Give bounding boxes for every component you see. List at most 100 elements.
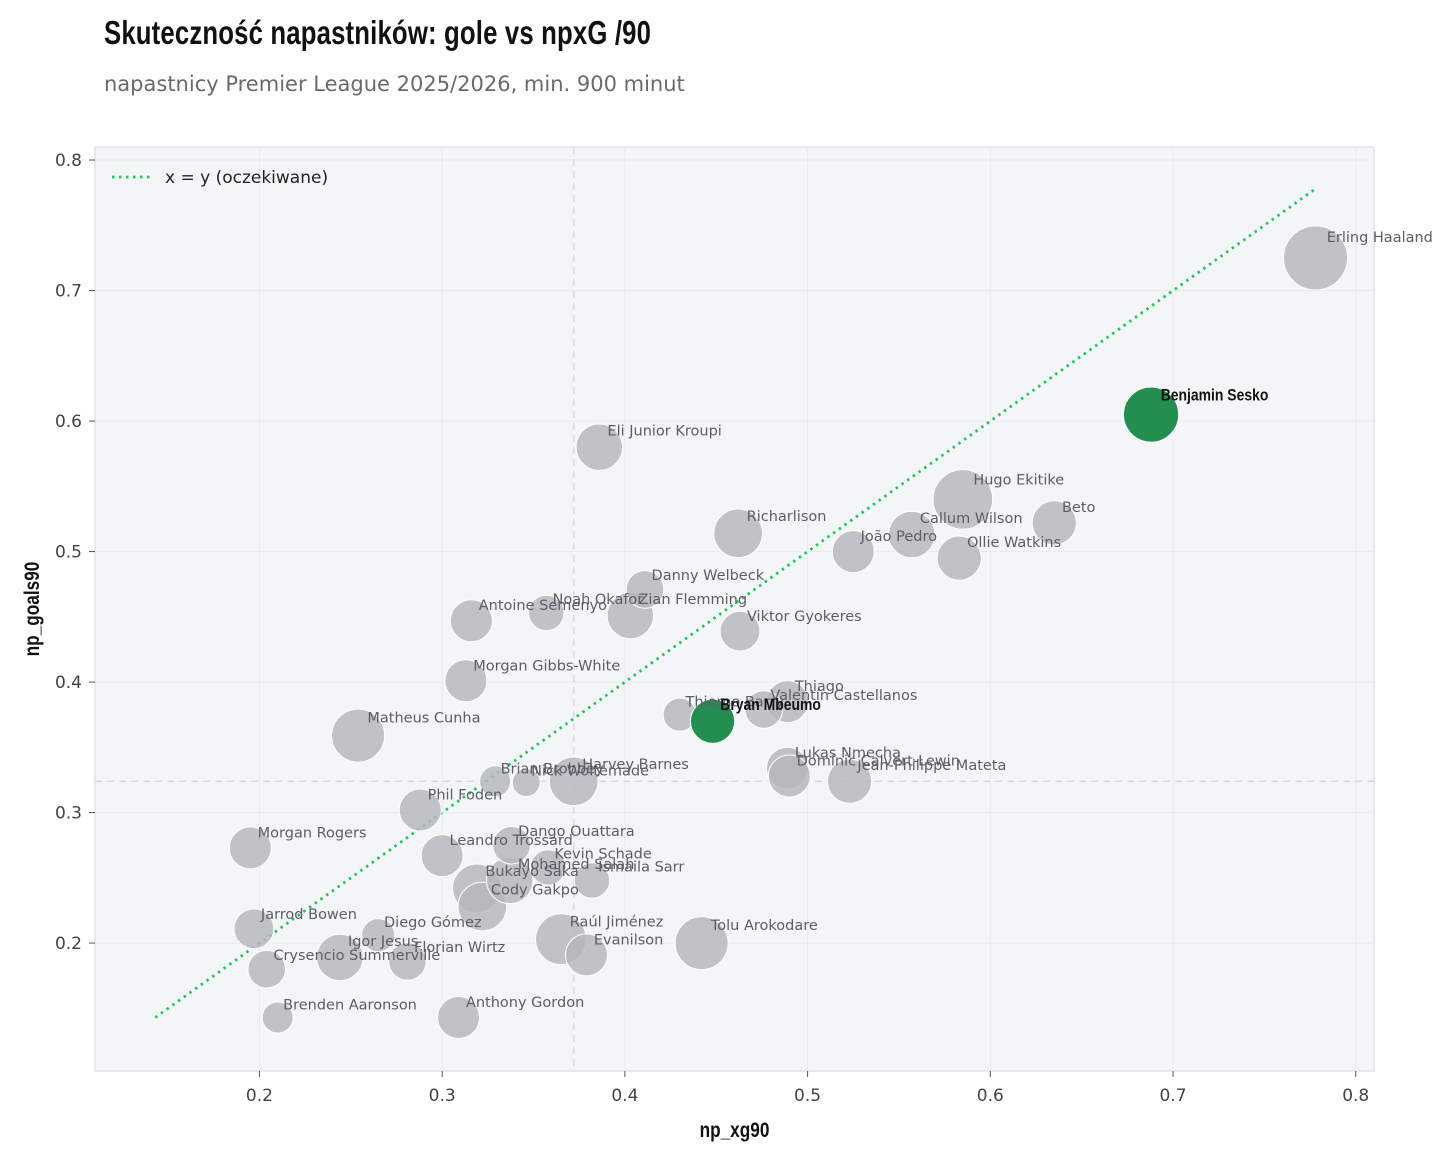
x-tick-label: 0.4: [611, 1086, 638, 1106]
point-label: Leandro Trossard: [450, 833, 573, 849]
point-label: Anthony Gordon: [466, 995, 584, 1011]
point-label: Viktor Gyokeres: [747, 609, 862, 625]
highlight-point-label: Benjamin Sesko: [1161, 387, 1269, 406]
data-point: [932, 469, 994, 530]
point-label: Nick Woltemade: [531, 764, 649, 780]
point-label: Diego Gómez: [384, 915, 482, 931]
data-point: [1283, 225, 1349, 291]
x-tick-label: 0.3: [429, 1086, 456, 1106]
point-label: Tolu Arokodare: [710, 918, 818, 934]
data-point: [511, 768, 541, 798]
point-label: Ollie Watkins: [967, 535, 1061, 551]
y-tick-label: 0.4: [55, 673, 82, 693]
point-labels: Erling Haaland Benjamin Sesko Eli Junior K…: [258, 230, 1433, 1014]
point-label: Lukas Nmecha: [795, 746, 901, 762]
axes: 0.2 0.3 0.4 0.5 0.6 0.7 0.8 0.2 0.3 0.4 0.5 0.6 0.7 0…: [55, 151, 1369, 1106]
point-label: Thierno Barry: [684, 694, 784, 710]
data-point: [529, 849, 567, 886]
y-axis-label: np_goals90: [22, 562, 45, 657]
y-tick-label: 0.2: [55, 934, 82, 954]
point-label: Dominic Calvert-Lewin: [797, 754, 960, 770]
data-point: [492, 825, 531, 865]
data-point: [388, 942, 427, 981]
x-tick-label: 0.6: [977, 1086, 1004, 1106]
plot-area: [94, 146, 1375, 1072]
data-point: [449, 599, 493, 643]
highlight-point: [1122, 386, 1180, 443]
y-tick-label: 0.6: [55, 412, 82, 432]
data-points: [228, 225, 1349, 1039]
legend-label: x = y (oczekiwane): [165, 168, 328, 188]
data-point: [316, 933, 364, 982]
point-label: Jean-Philippe Mateta: [856, 758, 1006, 774]
data-point: [713, 508, 763, 559]
point-label: Valentín Castellanos: [770, 688, 917, 704]
y-tick-label: 0.3: [55, 804, 82, 824]
data-point: [575, 423, 623, 471]
data-point: [233, 908, 275, 950]
point-label: Erling Haaland: [1327, 230, 1433, 246]
data-point: [444, 659, 488, 703]
point-label: Danny Welbeck: [652, 568, 765, 584]
point-label: Raúl Jiménez: [570, 914, 664, 930]
point-label: Dango Ouattara: [518, 824, 635, 840]
data-point: [548, 756, 599, 807]
data-point: [398, 788, 442, 832]
x-axis-label: np_xg90: [700, 1120, 770, 1143]
point-label: Cody Gakpo: [491, 882, 579, 898]
data-point: [1031, 500, 1077, 546]
data-point: [437, 995, 481, 1039]
data-point: [831, 530, 875, 574]
point-label: Brian Brobbey: [501, 762, 604, 778]
point-label: Crysencio Summerville: [273, 948, 440, 964]
point-label: Antoine Semenyo: [479, 598, 607, 614]
data-point: [827, 758, 873, 804]
data-point: [361, 918, 396, 953]
point-label: Callum Wilson: [920, 511, 1023, 527]
data-point: [936, 535, 982, 581]
point-label: Morgan Gibbs-White: [473, 658, 620, 674]
data-point: [228, 826, 272, 870]
point-label: Jarrod Bowen: [260, 907, 357, 923]
data-point: [331, 708, 386, 763]
chart-title: Skuteczność napastników: gole vs npxG /9…: [104, 14, 652, 51]
point-label: Beto: [1062, 500, 1096, 516]
x-tick-label: 0.5: [794, 1086, 821, 1106]
data-point: [573, 862, 611, 899]
point-label: Mohamed Salah: [518, 857, 635, 873]
y-tick-label: 0.5: [55, 543, 82, 563]
point-label: Florian Wirtz: [414, 940, 505, 956]
data-point: [565, 933, 609, 977]
point-label: Hugo Ekitike: [973, 472, 1064, 488]
data-point: [767, 754, 811, 798]
x-tick-label: 0.8: [1342, 1086, 1369, 1106]
point-label: Noah Okafor: [552, 592, 643, 608]
point-label: Eli Junior Kroupi: [607, 424, 721, 440]
point-label: Ismaila Sarr: [598, 860, 684, 876]
point-label: Richarlison: [747, 509, 827, 525]
data-point: [261, 1001, 294, 1034]
point-label: Harvey Barnes: [582, 757, 689, 773]
highlight-point: [689, 698, 736, 744]
data-point: [744, 690, 784, 729]
point-label: Kevin Schade: [554, 847, 652, 863]
point-label: Brenden Aaronson: [283, 998, 417, 1014]
point-label: Bukayo Saka: [485, 864, 578, 880]
point-label: Igor Jesus: [348, 934, 418, 950]
point-label: Matheus Cunha: [367, 710, 480, 726]
y-tick-label: 0.7: [55, 282, 82, 302]
data-point: [420, 834, 464, 878]
data-point: [479, 765, 512, 798]
data-point: [625, 570, 665, 609]
point-label: Evanilson: [594, 932, 664, 948]
point-label: Thiago: [794, 679, 844, 695]
data-point: [247, 949, 287, 989]
data-point: [888, 510, 936, 559]
chart-subtitle: napastnicy Premier League 2025/2026, min…: [104, 72, 685, 96]
point-label: João Pedro: [860, 529, 938, 545]
highlight-point-label: Bryan Mbeumo: [720, 696, 821, 715]
data-point: [528, 594, 565, 632]
y-tick-label: 0.8: [55, 151, 82, 171]
data-point: [719, 610, 761, 652]
